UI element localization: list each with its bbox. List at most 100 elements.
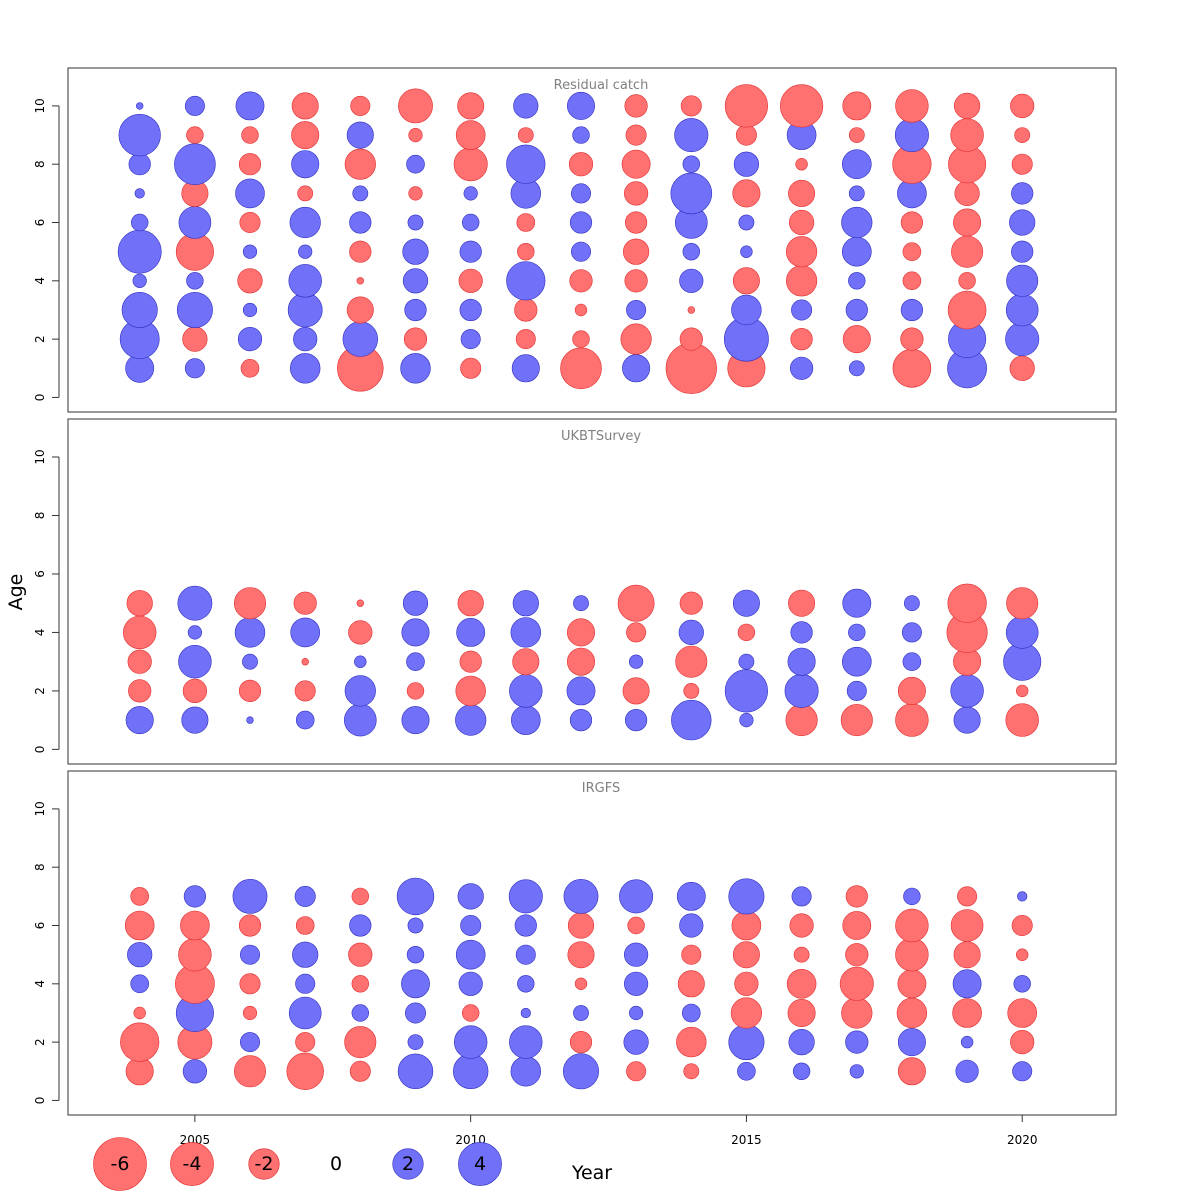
legend-bubble xyxy=(170,1142,214,1186)
bubble-2012-age-1 xyxy=(560,347,602,390)
bubble-2018-age-9 xyxy=(894,118,929,153)
y-tick-label: 6 xyxy=(33,922,47,930)
bubble-2019-age-4 xyxy=(952,969,982,999)
bubble-2006-age-6 xyxy=(239,212,261,234)
bubble-2009-age-8 xyxy=(406,154,425,174)
bubble-2004-age-2 xyxy=(128,679,152,703)
bubble-2008-age-2 xyxy=(342,321,378,357)
legend: -6 -4 -2 0 2 4 xyxy=(93,1137,502,1191)
bubble-2014-age-4 xyxy=(678,619,704,646)
bubble-2017-age-4 xyxy=(839,966,874,1001)
bubble-2020-age-3 xyxy=(1005,293,1039,327)
bubble-2012-age-4 xyxy=(566,618,595,647)
bubble-2016-age-3 xyxy=(791,299,813,321)
y-tick-label: 0 xyxy=(33,1097,47,1105)
panel-frame xyxy=(67,418,1117,765)
bubble-2018-age-3 xyxy=(896,997,928,1029)
bubble-2009-age-6 xyxy=(407,917,424,934)
bubble-2019-age-1 xyxy=(955,1059,979,1083)
bubble-2017-age-4 xyxy=(848,623,866,642)
bubble-2009-age-4 xyxy=(402,268,429,294)
bubble-2012-age-9 xyxy=(572,126,590,144)
bubble-2012-age-2 xyxy=(566,676,596,706)
bubble-2008-age-7 xyxy=(352,185,369,202)
bubble-2012-age-3 xyxy=(566,647,595,676)
bubble-2013-age-1 xyxy=(622,354,651,383)
bubble-2014-age-9 xyxy=(674,118,709,153)
bubble-2018-age-3 xyxy=(900,298,924,322)
bubble-2020-age-7 xyxy=(1011,182,1034,205)
bubble-2008-age-7 xyxy=(351,887,369,906)
y-tick-label: 2 xyxy=(33,687,47,695)
bubble-2018-age-3 xyxy=(902,652,922,672)
bubble-2013-age-7 xyxy=(623,181,649,206)
y-tick-label: 4 xyxy=(33,629,47,637)
legend-bubble xyxy=(93,1137,147,1191)
bubble-2005-age-4 xyxy=(187,625,202,640)
panel-residual-catch: Residual catch 0 2 4 6 8 10 xyxy=(33,67,1117,413)
bubble-2016-age-6 xyxy=(789,913,814,938)
bubble-2011-age-5 xyxy=(517,243,535,261)
x-tick-label: 2020 xyxy=(1007,1133,1038,1147)
bubble-2007-age-4 xyxy=(290,617,321,648)
bubble-2020-age-1 xyxy=(1005,703,1039,737)
bubble-2014-age-5 xyxy=(682,243,700,261)
bubble-2016-age-4 xyxy=(785,265,818,297)
bubble-2016-age-2 xyxy=(790,328,813,351)
bubble-2007-age-3 xyxy=(288,996,322,1030)
bubble-2017-age-5 xyxy=(842,588,872,618)
bubble-2004-age-4 xyxy=(130,974,149,994)
bubble-2005-age-6 xyxy=(178,206,212,239)
bubble-2008-age-8 xyxy=(344,148,376,180)
bubble-2010-age-2 xyxy=(454,1025,488,1059)
y-tick-label: 8 xyxy=(33,863,47,871)
bubble-2004-age-9 xyxy=(118,114,161,157)
bubble-2008-age-6 xyxy=(349,914,372,937)
bubble-2004-age-1 xyxy=(125,1057,154,1086)
bubble-2009-age-1 xyxy=(400,353,431,384)
bubble-2020-age-2 xyxy=(1015,684,1029,698)
bubble-2015-age-5 xyxy=(732,589,760,617)
bubble-2014-age-10 xyxy=(680,95,702,117)
bubble-2016-age-4 xyxy=(786,968,817,999)
bubble-2013-age-2 xyxy=(623,1029,649,1055)
bubble-2011-age-2 xyxy=(509,674,543,708)
bubble-2016-age-2 xyxy=(788,1028,815,1056)
bubble-2017-age-9 xyxy=(848,127,865,144)
bubble-2013-age-6 xyxy=(627,916,645,935)
bubble-2015-age-9 xyxy=(735,124,757,146)
legend-bubble xyxy=(458,1142,502,1186)
bubble-2019-age-6 xyxy=(950,909,984,942)
bubble-2016-age-6 xyxy=(788,209,815,236)
bubble-2004-age-7 xyxy=(130,887,149,906)
bubble-2015-age-4 xyxy=(734,971,759,996)
bubble-2011-age-4 xyxy=(517,975,535,993)
bubble-2015-age-1 xyxy=(737,1062,756,1081)
bubble-2018-age-5 xyxy=(902,242,922,261)
bubble-2004-age-5 xyxy=(126,590,153,617)
bubble-2015-age-7 xyxy=(732,179,761,208)
bubble-2009-age-5 xyxy=(402,590,429,616)
bubble-2017-age-8 xyxy=(841,149,872,179)
bubble-2017-age-7 xyxy=(848,185,865,202)
bubble-2006-age-4 xyxy=(234,617,266,648)
bubble-2013-age-10 xyxy=(624,94,648,118)
bubble-2016-age-1 xyxy=(792,1062,811,1081)
x-axis-title: Year xyxy=(571,1162,612,1184)
y-tick-label: 8 xyxy=(33,512,47,520)
bubble-2017-age-4 xyxy=(848,272,866,290)
bubble-2008-age-4 xyxy=(351,975,369,993)
bubble-2020-age-8 xyxy=(1011,153,1033,175)
legend-label: -4 xyxy=(183,1153,202,1175)
bubble-2016-age-7 xyxy=(788,179,816,207)
bubble-2015-age-10 xyxy=(724,84,769,128)
bubble-2017-age-2 xyxy=(845,1030,869,1054)
bubble-2006-age-5 xyxy=(240,944,261,965)
bubble-2019-age-7 xyxy=(957,886,978,907)
y-tick-label: 0 xyxy=(33,746,47,754)
bubble-2007-age-5 xyxy=(293,591,317,615)
bubble-2005-age-1 xyxy=(182,1059,207,1084)
bubble-2006-age-4 xyxy=(239,973,261,995)
bubble-2011-age-3 xyxy=(514,298,538,322)
bubble-2016-age-7 xyxy=(791,886,812,907)
